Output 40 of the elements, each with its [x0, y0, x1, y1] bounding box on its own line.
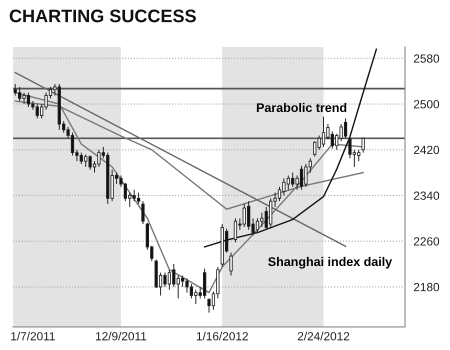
candlestick — [260, 212, 264, 228]
candlestick — [202, 268, 206, 299]
candlestick — [304, 164, 308, 188]
candlestick — [322, 116, 326, 148]
y-tick-label: 2180 — [414, 282, 440, 292]
candlestick — [256, 218, 260, 234]
candlestick — [22, 92, 26, 105]
chart-title: CHARTING SUCCESS — [10, 10, 196, 22]
candlestick — [168, 269, 172, 290]
candlestick — [190, 284, 194, 299]
x-tick-label: 2/24/2012 — [298, 332, 350, 340]
candlestick — [88, 154, 92, 170]
candlestick — [141, 200, 145, 225]
candlestick — [97, 149, 101, 168]
candlestick — [300, 165, 304, 190]
annotation: Shanghai index daily — [268, 256, 392, 269]
y-tick-label: 2420 — [414, 146, 440, 154]
y-tick-label: 2340 — [414, 192, 440, 200]
y-tick-label: 2580 — [414, 54, 440, 63]
y-tick-label: 2260 — [414, 237, 440, 246]
candlestick — [344, 118, 348, 139]
candlestick — [282, 178, 286, 196]
candlestick — [317, 134, 321, 150]
candlestick — [278, 186, 282, 202]
candlestick — [136, 192, 140, 205]
candlestick — [348, 136, 352, 159]
y-tick-label: 2500 — [414, 100, 440, 108]
x-tick-label: 1/16/2012 — [196, 332, 248, 340]
candlestick — [229, 252, 233, 276]
x-tick-label: 1/7/2011 — [11, 332, 55, 340]
candlestick — [26, 92, 30, 108]
candlestick — [185, 278, 189, 294]
x-tick-label: 12/9/2011 — [96, 332, 146, 340]
candlestick — [70, 132, 74, 156]
annotation: Parabolic trend — [256, 102, 346, 112]
candlestick — [163, 272, 167, 288]
candlestick — [207, 298, 211, 314]
candlestick — [180, 274, 184, 288]
candlestick — [362, 136, 365, 154]
candlestick — [234, 218, 238, 243]
